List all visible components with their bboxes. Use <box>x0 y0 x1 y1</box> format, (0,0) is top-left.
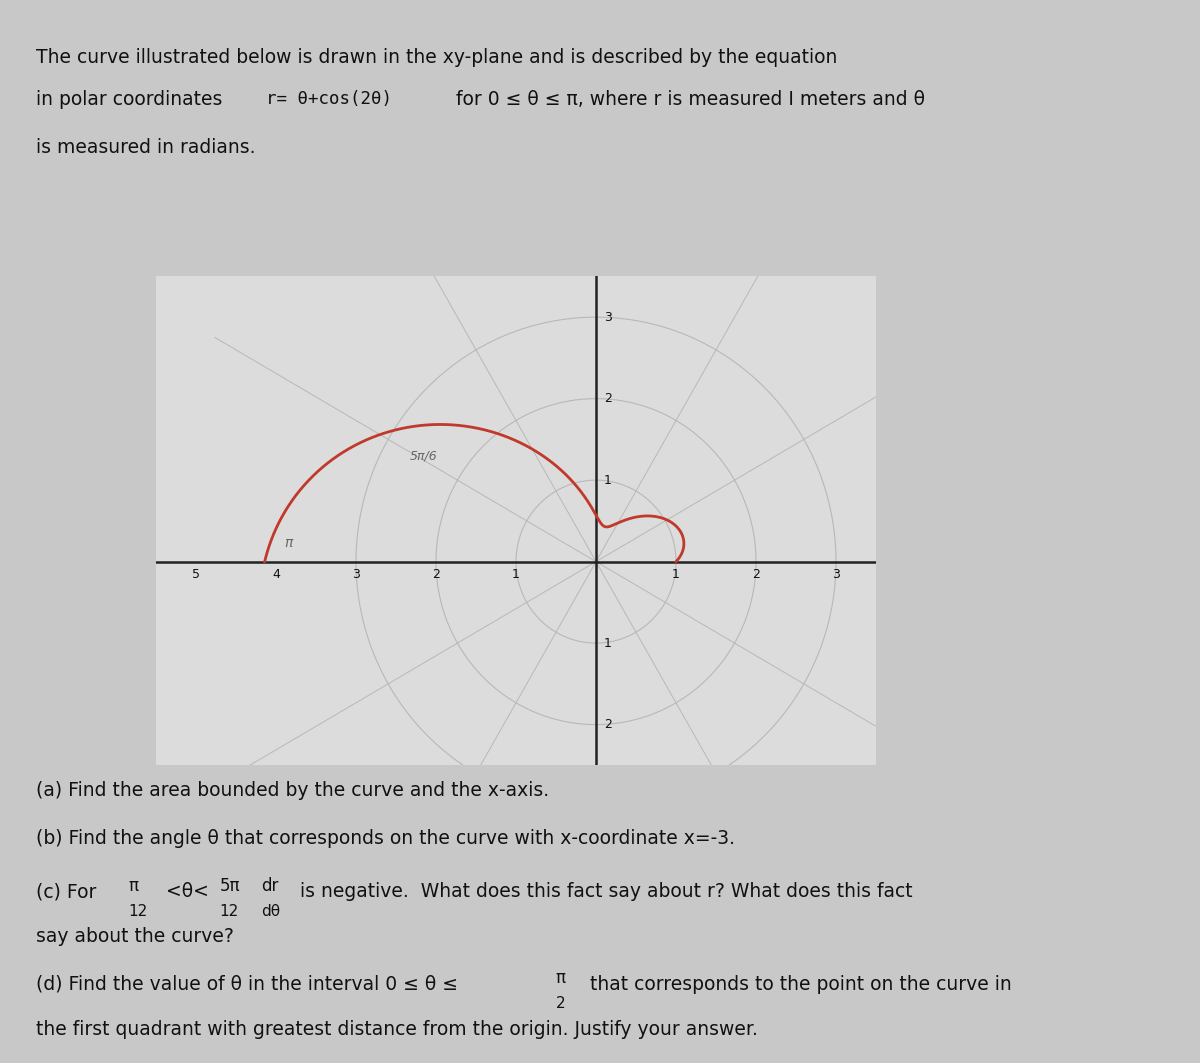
Text: 4: 4 <box>272 568 280 581</box>
Text: <θ<: <θ< <box>160 882 215 901</box>
Text: the first quadrant with greatest distance from the origin. Justify your answer.: the first quadrant with greatest distanc… <box>36 1020 758 1040</box>
Text: dθ: dθ <box>262 904 281 918</box>
Text: say about the curve?: say about the curve? <box>36 927 234 946</box>
Text: is measured in radians.: is measured in radians. <box>36 138 256 157</box>
Text: is negative.  What does this fact say about r? What does this fact: is negative. What does this fact say abo… <box>294 882 913 901</box>
Text: (b) Find the angle θ that corresponds on the curve with x-coordinate x=-3.: (b) Find the angle θ that corresponds on… <box>36 829 734 848</box>
Text: 1: 1 <box>512 568 520 581</box>
Text: 2: 2 <box>752 568 760 581</box>
Text: 2: 2 <box>604 392 612 405</box>
Text: (a) Find the area bounded by the curve and the x-axis.: (a) Find the area bounded by the curve a… <box>36 781 550 800</box>
Text: π: π <box>556 969 565 988</box>
Text: for 0 ≤ θ ≤ π, where r is measured I meters and θ: for 0 ≤ θ ≤ π, where r is measured I met… <box>450 90 925 109</box>
Text: r= θ+cos(2θ): r= θ+cos(2θ) <box>266 90 392 108</box>
Text: 3: 3 <box>352 568 360 581</box>
Text: 1: 1 <box>604 637 612 649</box>
Text: (d) Find the value of θ in the interval 0 ≤ θ ≤: (d) Find the value of θ in the interval … <box>36 975 464 994</box>
Text: 3: 3 <box>832 568 840 581</box>
Text: 2: 2 <box>604 719 612 731</box>
Text: 12: 12 <box>220 904 239 918</box>
Text: dr: dr <box>262 877 278 895</box>
Text: 12: 12 <box>128 904 148 918</box>
Text: 5π/6: 5π/6 <box>410 450 438 462</box>
Text: π: π <box>284 536 293 550</box>
Text: 3: 3 <box>604 310 612 323</box>
Text: 5: 5 <box>192 568 200 581</box>
Text: 5π: 5π <box>220 877 240 895</box>
Text: The curve illustrated below is drawn in the xy-plane and is described by the equ: The curve illustrated below is drawn in … <box>36 48 838 67</box>
Text: 2: 2 <box>432 568 440 581</box>
Text: 1: 1 <box>604 474 612 487</box>
Text: (c) For: (c) For <box>36 882 102 901</box>
Text: π: π <box>128 877 138 895</box>
Text: 1: 1 <box>672 568 680 581</box>
Text: in polar coordinates: in polar coordinates <box>36 90 228 109</box>
Text: 2: 2 <box>556 996 565 1011</box>
Text: that corresponds to the point on the curve in: that corresponds to the point on the cur… <box>584 975 1012 994</box>
